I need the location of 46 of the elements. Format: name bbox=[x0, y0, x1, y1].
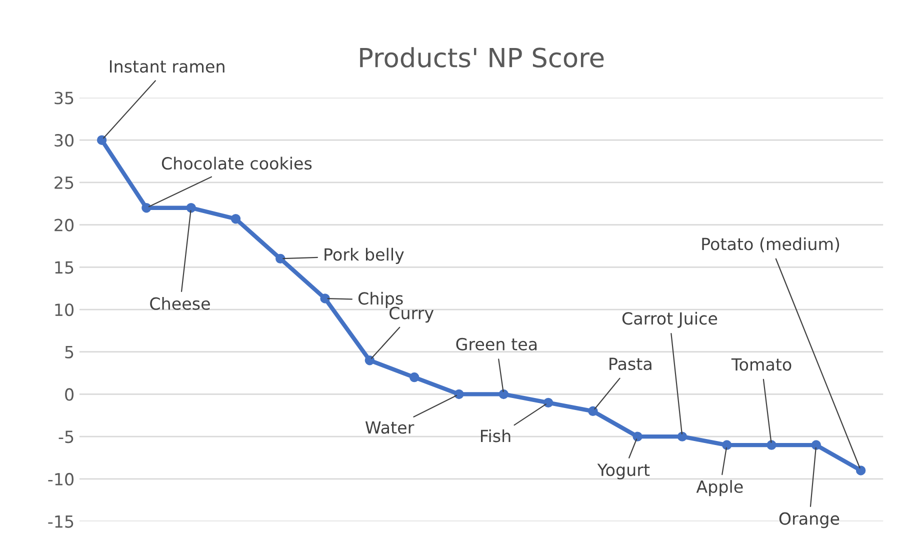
point bbox=[454, 389, 464, 400]
point bbox=[498, 389, 508, 400]
point bbox=[409, 372, 420, 382]
annotation: Carrot Juice bbox=[622, 312, 718, 328]
annotation: Yogurt bbox=[597, 464, 650, 480]
annotation: Tomato bbox=[731, 358, 792, 371]
point bbox=[856, 466, 866, 476]
annotation: Green tea bbox=[456, 338, 537, 350]
point bbox=[276, 254, 286, 264]
annotation: Fish bbox=[481, 429, 510, 442]
point bbox=[632, 432, 642, 442]
point bbox=[96, 135, 107, 145]
text: Instant ramen bbox=[110, 60, 224, 73]
point bbox=[766, 440, 776, 450]
point bbox=[722, 440, 732, 450]
point bbox=[320, 294, 330, 304]
y-tick-label: -15 bbox=[48, 515, 74, 528]
y-tick-label: 5 bbox=[65, 346, 74, 358]
y-tick-label: 10 bbox=[55, 303, 74, 316]
y-tick-label: 30 bbox=[54, 134, 74, 147]
point bbox=[811, 440, 822, 450]
annotation: Pasta bbox=[610, 358, 652, 370]
annotation: Pork belly bbox=[324, 248, 404, 264]
y-tick-label: 15 bbox=[55, 261, 74, 274]
y-tick-label: 25 bbox=[54, 176, 74, 190]
y-tick-label: 35 bbox=[54, 92, 74, 104]
point bbox=[186, 203, 196, 213]
y-tick-label: -10 bbox=[48, 472, 74, 486]
annotation: Cheese bbox=[150, 297, 210, 310]
point bbox=[142, 203, 152, 213]
point bbox=[677, 432, 688, 442]
annotation: Apple bbox=[696, 480, 743, 496]
point bbox=[230, 214, 241, 224]
y-tick-label: 0 bbox=[65, 388, 74, 401]
y-tick-label: -5 bbox=[58, 430, 74, 444]
annotation: Chips bbox=[358, 292, 403, 308]
point bbox=[543, 398, 554, 408]
annotation: Chocolate cookies bbox=[162, 156, 312, 170]
y-tick-label: 20 bbox=[54, 218, 74, 232]
annotation: Curry bbox=[390, 306, 434, 323]
annotation: Water bbox=[365, 421, 414, 434]
point bbox=[364, 355, 375, 366]
annotation: Orange bbox=[779, 512, 840, 528]
chart-title: Products' NP Score bbox=[360, 47, 604, 68]
annotation: Potato (medium) bbox=[702, 237, 840, 252]
point bbox=[588, 406, 598, 416]
